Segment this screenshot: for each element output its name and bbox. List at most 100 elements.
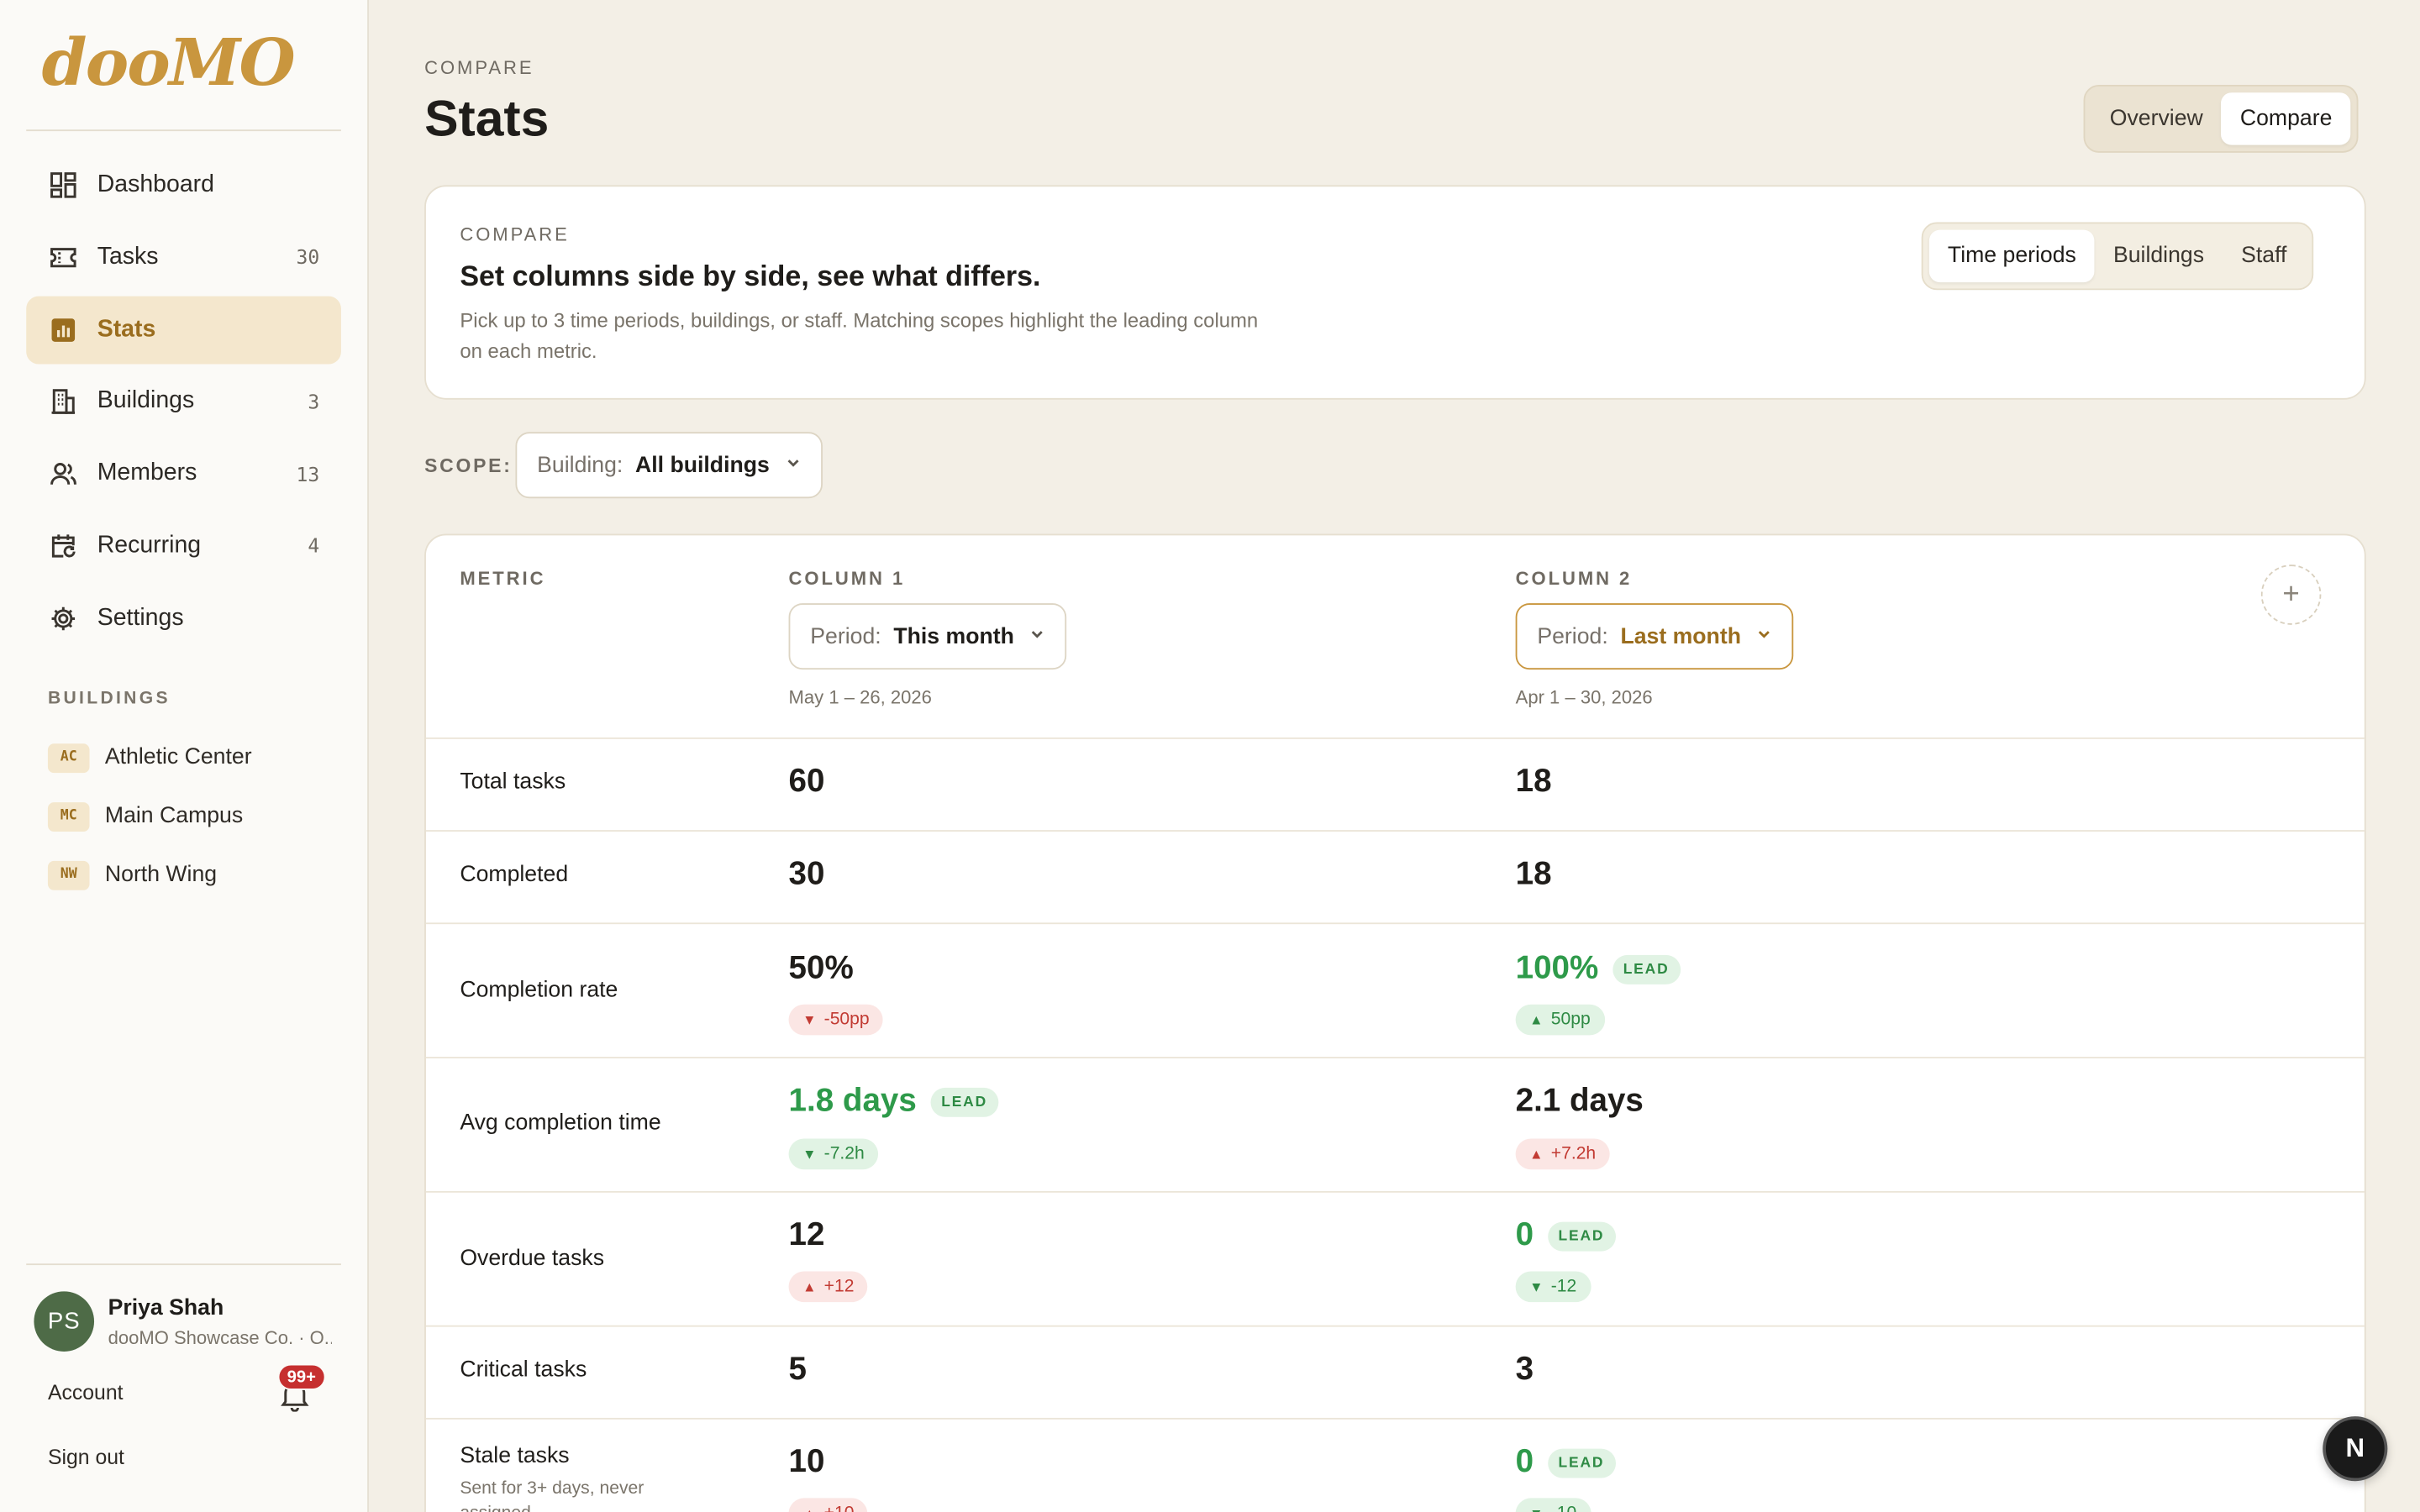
column-2-date-range: Apr 1 – 30, 2026: [1515, 686, 1653, 709]
lead-badge: LEAD: [1547, 1447, 1616, 1478]
chevron-down-icon: [1029, 627, 1044, 647]
select-value: Last month: [1620, 623, 1741, 649]
column-2-value: 0 LEAD: [1516, 1444, 1616, 1481]
column-1-date-range: May 1 – 26, 2026: [788, 686, 932, 709]
column-2-value: 18: [1516, 856, 1552, 893]
value-text: 12: [788, 1217, 825, 1253]
delta-text: -12: [1550, 1277, 1577, 1296]
column-2-period-select[interactable]: Period: Last month: [1515, 603, 1794, 670]
building-item-north-wing[interactable]: NW North Wing: [47, 846, 252, 905]
lead-badge: LEAD: [1612, 953, 1681, 984]
sidebar-item-dashboard[interactable]: Dashboard: [26, 151, 341, 219]
column-2-value: 0 LEAD: [1516, 1217, 1616, 1254]
tab-overview[interactable]: Overview: [2109, 106, 2203, 132]
intro-description: Pick up to 3 time periods, buildings, or…: [460, 308, 1259, 363]
value-text: 1.8 days: [788, 1083, 917, 1119]
sidebar-item-label: Dashboard: [97, 171, 214, 198]
intro-eyebrow: COMPARE: [460, 223, 570, 246]
delta-text: +10: [824, 1504, 855, 1512]
gear-icon: [48, 603, 79, 634]
delta-badge: ▼ -10: [1515, 1498, 1591, 1512]
sidebar-item-settings[interactable]: Settings: [26, 585, 341, 653]
value-text: 5: [788, 1351, 808, 1388]
mode-time-periods[interactable]: Time periods: [1928, 229, 2095, 283]
delta-badge: ▼ -50pp: [788, 1004, 884, 1036]
page-eyebrow: COMPARE: [424, 56, 534, 79]
building-item-main-campus[interactable]: MC Main Campus: [47, 787, 252, 846]
ticket-icon: [48, 242, 79, 273]
column-2-value: 3: [1516, 1352, 1534, 1389]
metric-label: Overdue tasks: [460, 1247, 605, 1272]
column-2-value: 18: [1516, 764, 1552, 801]
table-row: Avg completion time 1.8 days LEAD ▼ -7.2h …: [425, 1057, 2365, 1191]
delta-badge: ▲ +10: [788, 1498, 869, 1512]
column-1-header: COLUMN 1: [788, 567, 906, 590]
lead-badge: LEAD: [1547, 1221, 1616, 1251]
building-item-athletic-center[interactable]: AC Athletic Center: [47, 728, 252, 787]
delta-badge: ▼ -7.2h: [788, 1138, 879, 1170]
add-column-button[interactable]: +: [2260, 564, 2322, 625]
sidebar-item-recurring[interactable]: Recurring 4: [26, 512, 341, 580]
delta-text: -10: [1551, 1504, 1577, 1512]
select-value: All buildings: [635, 453, 770, 478]
metric-sublabel: Sent for 3+ days, never assigned: [460, 1479, 644, 1512]
user-info: Priya Shah dooMO Showcase Co. · O...: [108, 1295, 332, 1347]
tab-compare[interactable]: Compare: [2221, 92, 2351, 145]
column-1-period-select[interactable]: Period: This month: [788, 603, 1067, 670]
value-text: 18: [1515, 764, 1552, 800]
sidebar-item-label: Settings: [97, 604, 184, 631]
value-text: 50%: [788, 950, 854, 986]
building-tag: NW: [47, 859, 90, 890]
dev-tools-button[interactable]: N: [2323, 1416, 2388, 1482]
mode-buildings[interactable]: Buildings: [2112, 244, 2205, 269]
sidebar-item-count: 3: [308, 390, 320, 414]
value-text: 100%: [1515, 950, 1599, 986]
sidebar-item-label: Members: [97, 459, 197, 486]
sidebar-item-label: Stats: [97, 315, 156, 343]
sidebar-item-label: Recurring: [97, 532, 202, 559]
building-icon: [48, 386, 79, 417]
column-1-value: 10: [789, 1444, 825, 1481]
building-name: Main Campus: [104, 803, 244, 829]
delta-text: +12: [823, 1277, 855, 1296]
delta-text: +7.2h: [1550, 1144, 1597, 1163]
table-row: Overdue tasks 12 ▲ +12 0 LEAD ▼ -12: [425, 1190, 2365, 1326]
buildings-heading: BUILDINGS: [47, 690, 171, 709]
buildings-list: AC Athletic Center MC Main Campus NW Nor…: [47, 728, 252, 905]
plus-icon: +: [2282, 577, 2300, 611]
sidebar-item-label: Tasks: [97, 243, 159, 270]
sidebar-item-members[interactable]: Members 13: [26, 440, 341, 508]
user-card[interactable]: PS Priya Shah dooMO Showcase Co. · O...: [34, 1291, 332, 1352]
lead-badge: LEAD: [930, 1086, 998, 1116]
table-row: Total tasks 60 18: [425, 737, 2365, 830]
sidebar-item-buildings[interactable]: Buildings 3: [26, 368, 341, 436]
select-key: Period:: [810, 623, 881, 649]
select-key: Period:: [1537, 623, 1608, 649]
metric-header: METRIC: [460, 567, 546, 590]
sign-out-link[interactable]: Sign out: [47, 1445, 124, 1469]
dashboard-icon: [48, 170, 79, 201]
column-1-value: 12: [789, 1217, 825, 1254]
value-text: 0: [1515, 1444, 1534, 1480]
value-text: 0: [1515, 1217, 1534, 1253]
app-logo[interactable]: dooMO: [41, 24, 296, 101]
table-row: Completed 30 18: [425, 830, 2365, 922]
sidebar-item-stats[interactable]: Stats: [26, 295, 341, 364]
value-text: 30: [788, 856, 825, 892]
building-tag: MC: [47, 801, 90, 832]
sidebar-item-count: 30: [296, 245, 320, 270]
metric-label: Completed: [460, 862, 569, 888]
sidebar-divider: [26, 129, 341, 132]
value-text: 2.1 days: [1515, 1083, 1644, 1119]
compare-intro-card: COMPARE Set columns side by side, see wh…: [424, 185, 2366, 400]
column-1-value: 5: [789, 1352, 807, 1389]
sidebar-item-tasks[interactable]: Tasks 30: [26, 223, 341, 291]
sidebar: dooMO Dashboard Tasks 30 S: [0, 0, 369, 1512]
sidebar-item-count: 4: [308, 534, 320, 558]
account-link[interactable]: Account: [47, 1380, 124, 1404]
building-name: Athletic Center: [104, 745, 252, 770]
value-text: 3: [1515, 1351, 1534, 1388]
sidebar-nav: Dashboard Tasks 30 Stats: [26, 151, 341, 657]
building-scope-select[interactable]: Building: All buildings: [515, 432, 823, 499]
mode-staff[interactable]: Staff: [2241, 244, 2287, 269]
